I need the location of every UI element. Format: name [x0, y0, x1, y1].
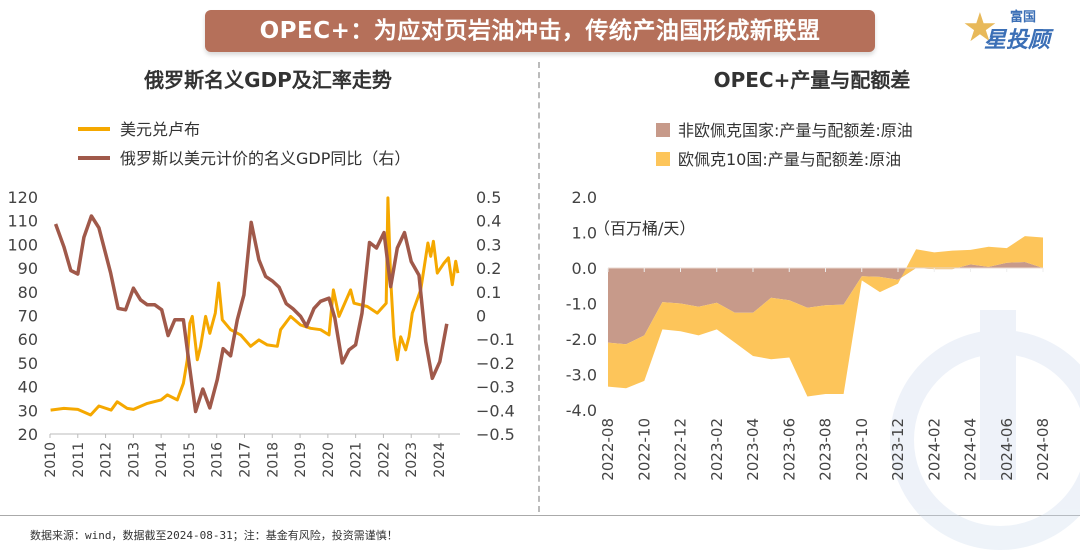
x-tick-label: 2022-12	[672, 418, 690, 481]
x-tick-label: 2017	[238, 442, 254, 478]
legend-label-nonopec: 非欧佩克国家:产量与配额差:原油	[678, 121, 913, 140]
left-chart-title: 俄罗斯名义GDP及汇率走势	[143, 68, 392, 92]
right-chart-title: OPEC+产量与配额差	[714, 68, 911, 92]
x-tick-label: 2018	[265, 442, 281, 478]
y-tick-label: -4.0	[566, 401, 597, 420]
y-left-tick-label: 60	[18, 330, 38, 349]
x-tick-label: 2024-04	[962, 418, 980, 481]
y-right-tick-label: −0.3	[476, 378, 515, 397]
x-tick-label: 2023-10	[853, 418, 871, 481]
series-line-usd-rub	[50, 196, 460, 417]
legend-label-gdp: 俄罗斯以美元计价的名义GDP同比（右）	[120, 149, 410, 168]
y-left-tick-label: 40	[18, 378, 38, 397]
legend-swatch-opec10	[656, 152, 670, 166]
x-tick-label: 2023-02	[708, 418, 726, 481]
panel-divider	[538, 62, 540, 512]
x-tick-label: 2016	[210, 442, 226, 478]
watermark-logo	[890, 310, 1080, 550]
y-right-tick-label: 0.4	[476, 212, 501, 231]
x-tick-label: 2011	[71, 442, 87, 478]
x-tick-label: 2023-04	[744, 418, 762, 481]
logo-text-top: 富国	[1010, 10, 1037, 25]
y-right-tick-label: 0	[476, 307, 486, 326]
x-tick-label: 2023-06	[780, 418, 798, 481]
legend-label-opec10: 欧佩克10国:产量与配额差:原油	[678, 150, 901, 169]
y-right-tick-label: 0.5	[476, 188, 501, 207]
y-tick-label: -2.0	[566, 330, 597, 349]
y-right-tick-label: −0.1	[476, 330, 515, 349]
x-tick-label: 2021	[349, 442, 365, 478]
x-tick-label: 2022	[376, 442, 392, 478]
area-opec10	[608, 236, 1043, 397]
y-left-tick-label: 30	[18, 401, 38, 420]
y-right-tick-label: −0.5	[476, 425, 515, 444]
brand-logo: ★ 富国 星投顾	[962, 4, 1072, 53]
y-right-tick-label: 0.2	[476, 259, 501, 278]
y-left-tick-label: 20	[18, 425, 38, 444]
x-tick-label: 2023-08	[817, 418, 835, 481]
x-tick-label: 2015	[182, 442, 198, 478]
x-tick-label: 2012	[99, 442, 115, 478]
y-left-tick-label: 80	[18, 283, 38, 302]
y-tick-label: 2.0	[572, 188, 597, 207]
x-tick-label: 2022-10	[635, 418, 653, 481]
y-right-tick-label: −0.4	[476, 401, 515, 420]
x-tick-label: 2013	[126, 442, 142, 478]
area-nonopec	[608, 262, 1043, 345]
y-right-tick-label: 0.3	[476, 235, 501, 254]
y-left-tick-label: 90	[18, 259, 38, 278]
y-right-tick-label: −0.2	[476, 354, 515, 373]
y-left-tick-label: 50	[18, 354, 38, 373]
y-left-tick-label: 110	[7, 212, 38, 231]
legend-label-rub: 美元兑卢布	[120, 120, 200, 139]
y-right-tick-label: 0.1	[476, 283, 501, 302]
unit-label: （百万桶/天）	[594, 219, 695, 238]
legend-swatch-nonopec	[656, 123, 670, 137]
y-tick-label: 1.0	[572, 224, 597, 243]
x-tick-label: 2022-08	[599, 418, 617, 481]
y-left-tick-label: 70	[18, 307, 38, 326]
x-tick-label: 2024-06	[998, 418, 1016, 481]
y-left-tick-label: 120	[7, 188, 38, 207]
page-title-banner: OPEC+：为应对页岩油冲击，传统产油国形成新联盟	[205, 10, 875, 52]
x-tick-label: 2024	[432, 442, 448, 478]
y-tick-label: -1.0	[566, 295, 597, 314]
x-tick-label: 2024-08	[1034, 418, 1052, 481]
y-tick-label: 0.0	[572, 259, 597, 278]
x-tick-label: 2023	[404, 442, 420, 478]
star-icon: ★	[962, 5, 998, 51]
footer-divider	[0, 515, 1080, 516]
page-title: OPEC+：为应对页岩油冲击，传统产油国形成新联盟	[259, 18, 821, 44]
x-tick-label: 2023-12	[889, 418, 907, 481]
x-tick-label: 2024-02	[925, 418, 943, 481]
x-tick-label: 2019	[293, 442, 309, 478]
series-line-gdp-yoy	[53, 214, 449, 414]
x-tick-label: 2014	[154, 442, 170, 478]
y-tick-label: -3.0	[566, 366, 597, 385]
footer-source: 数据来源：wind，数据截至2024-08-31；注：基金有风险，投资需谨慎！	[30, 529, 398, 542]
logo-text-bottom: 星投顾	[984, 28, 1051, 53]
x-tick-label: 2010	[43, 442, 59, 478]
y-left-tick-label: 100	[7, 235, 38, 254]
x-tick-label: 2020	[321, 442, 337, 478]
